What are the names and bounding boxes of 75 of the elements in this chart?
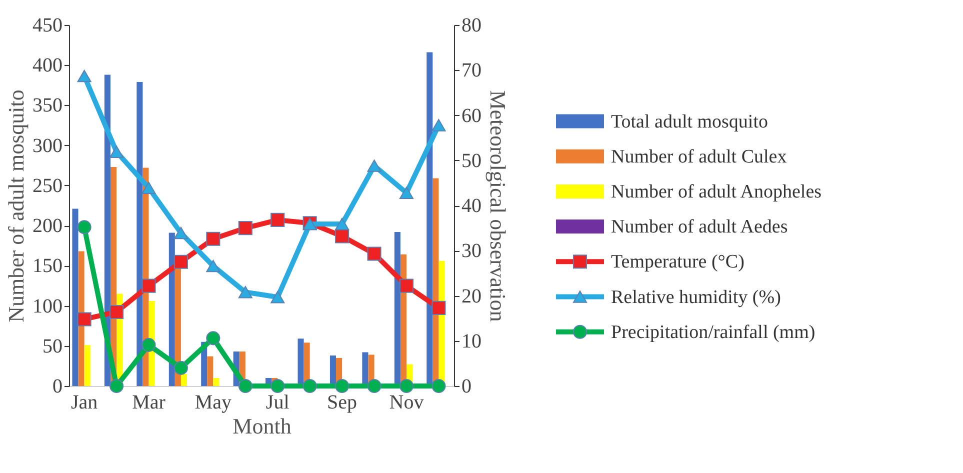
point bbox=[142, 338, 156, 352]
legend-label: Number of adult Culex bbox=[611, 146, 788, 168]
point bbox=[335, 218, 350, 230]
y-tick-label: 450 bbox=[32, 14, 62, 36]
y2-axis-title: Meteorolgical observation bbox=[486, 90, 510, 322]
y2-tick-label: 50 bbox=[462, 150, 482, 172]
point bbox=[399, 378, 414, 394]
x-tick-label: Mar bbox=[132, 392, 166, 414]
point bbox=[432, 119, 446, 132]
legend-label: Relative humidity (%) bbox=[611, 286, 781, 308]
bar bbox=[136, 82, 143, 386]
point bbox=[335, 229, 350, 244]
y2-tick-label: 40 bbox=[462, 195, 482, 217]
bar bbox=[72, 208, 78, 386]
legend-label: Temperature (°C) bbox=[611, 252, 744, 273]
point bbox=[302, 378, 317, 394]
y2-tick-label: 10 bbox=[462, 330, 482, 352]
point bbox=[270, 212, 285, 227]
x-tick-label: Sep bbox=[327, 392, 358, 414]
legend-label: Precipitation/rainfall (mm) bbox=[611, 322, 816, 343]
point bbox=[110, 304, 124, 320]
x-tick-label: May bbox=[194, 392, 232, 414]
y-tick-label: 150 bbox=[32, 255, 62, 278]
point bbox=[206, 260, 220, 272]
x-tick-label: Nov bbox=[389, 392, 424, 414]
point bbox=[77, 312, 92, 326]
y-tick-label: 400 bbox=[32, 54, 62, 77]
point bbox=[367, 160, 382, 172]
point bbox=[110, 146, 124, 158]
point bbox=[238, 378, 252, 394]
y2-tick-label: 70 bbox=[462, 60, 482, 82]
legend-label: Number of adult Aedes bbox=[611, 216, 788, 238]
point bbox=[270, 378, 285, 394]
point bbox=[206, 232, 220, 246]
bar bbox=[84, 345, 90, 386]
point bbox=[238, 286, 252, 298]
legend-label: Total adult mosquito bbox=[611, 111, 768, 132]
x-axis-title: Month bbox=[232, 414, 292, 438]
point bbox=[174, 360, 188, 375]
point bbox=[335, 378, 350, 394]
point bbox=[142, 278, 156, 293]
point bbox=[142, 182, 156, 194]
y-tick-label: 50 bbox=[42, 335, 62, 358]
y-tick-label: 0 bbox=[52, 376, 62, 398]
point bbox=[367, 378, 382, 394]
point bbox=[432, 300, 446, 315]
point bbox=[399, 186, 414, 200]
point bbox=[110, 378, 124, 394]
y2-tick-label: 20 bbox=[462, 285, 482, 308]
point bbox=[77, 70, 92, 82]
y-tick-label: 300 bbox=[32, 134, 62, 157]
x-tick-label: Jul bbox=[266, 392, 290, 414]
point bbox=[367, 246, 382, 261]
y2-tick-label: 0 bbox=[462, 376, 472, 398]
y2-tick-label: 30 bbox=[462, 240, 482, 262]
point bbox=[77, 220, 92, 234]
y2-tick-label: 80 bbox=[462, 14, 482, 36]
point bbox=[432, 378, 446, 394]
point bbox=[174, 226, 188, 240]
bar bbox=[180, 374, 187, 386]
y-tick-label: 200 bbox=[32, 215, 62, 238]
bar bbox=[207, 356, 214, 386]
bar bbox=[213, 378, 220, 386]
y-tick-label: 250 bbox=[32, 174, 62, 197]
y-axis-title: Number of adult mosquito bbox=[4, 90, 28, 322]
y-tick-label: 350 bbox=[32, 94, 62, 117]
point bbox=[174, 254, 188, 269]
legend-label: Number of adult Anopheles bbox=[611, 181, 822, 202]
point bbox=[270, 290, 285, 304]
point bbox=[206, 331, 220, 346]
y2-tick-label: 60 bbox=[462, 104, 482, 127]
point bbox=[238, 221, 252, 236]
point bbox=[399, 278, 414, 293]
x-tick-label: Jan bbox=[70, 392, 98, 414]
y-tick-label: 100 bbox=[32, 295, 62, 318]
